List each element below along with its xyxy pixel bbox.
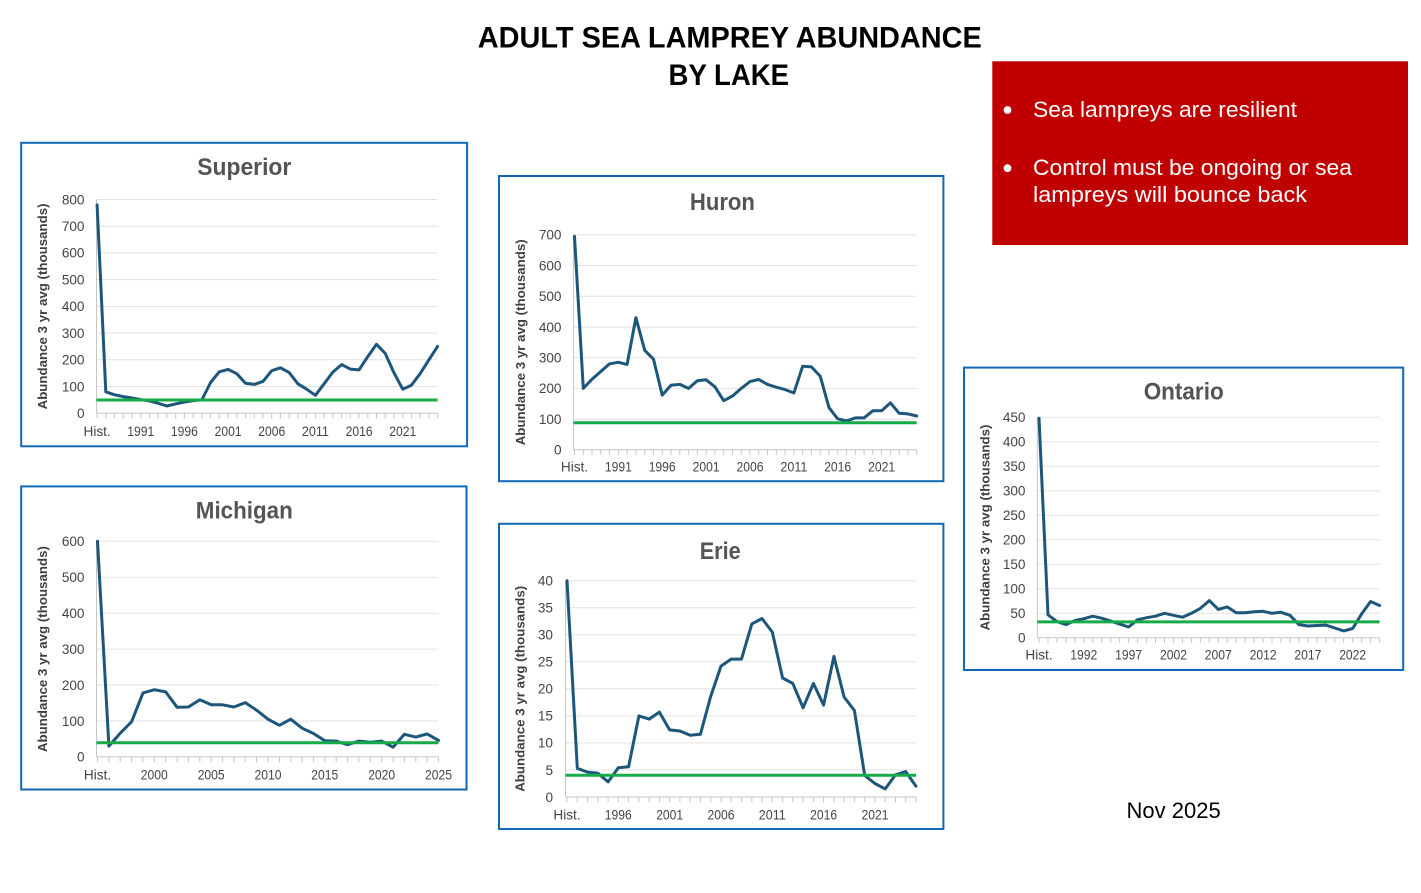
svg-text:ADULT SEA LAMPREY ABUNDANCE: ADULT SEA LAMPREY ABUNDANCE [478,21,982,54]
svg-text:1996: 1996 [649,459,676,474]
svg-text:350: 350 [1003,459,1026,474]
svg-text:100: 100 [62,379,85,394]
svg-text:2002: 2002 [1160,647,1187,662]
svg-text:35: 35 [538,601,553,616]
svg-text:Hist.: Hist. [553,807,580,822]
svg-text:2000: 2000 [141,768,168,783]
svg-text:Superior: Superior [197,154,291,181]
svg-text:100: 100 [539,412,562,427]
svg-text:Abundance 3 yr avg (thousands): Abundance 3 yr avg (thousands) [978,425,993,631]
svg-text:Nov 2025: Nov 2025 [1127,798,1221,823]
svg-text:2011: 2011 [759,807,786,822]
svg-text:2015: 2015 [311,768,338,783]
svg-text:2006: 2006 [708,807,735,822]
svg-text:200: 200 [62,353,85,368]
svg-text:600: 600 [62,534,85,549]
svg-text:700: 700 [539,228,562,243]
svg-text:0: 0 [77,406,85,421]
svg-text:Michigan: Michigan [196,498,293,525]
svg-text:300: 300 [539,351,562,366]
svg-text:300: 300 [1003,484,1026,499]
svg-text:Sea lampreys are resilient: Sea lampreys are resilient [1033,97,1297,122]
svg-text:500: 500 [62,272,85,287]
svg-text:Erie: Erie [700,538,741,565]
svg-text:Hist.: Hist. [84,768,111,783]
svg-text:2010: 2010 [255,768,282,783]
svg-text:0: 0 [554,443,562,458]
svg-text:40: 40 [538,574,554,589]
svg-text:1996: 1996 [171,424,198,439]
svg-text:0: 0 [77,750,85,765]
svg-text:150: 150 [1003,557,1026,572]
svg-text:Hist.: Hist. [1025,647,1052,662]
svg-text:200: 200 [62,678,85,693]
svg-text:500: 500 [539,289,562,304]
svg-text:800: 800 [62,192,85,207]
svg-text:2001: 2001 [656,807,683,822]
svg-text:400: 400 [539,320,562,335]
svg-text:2001: 2001 [693,459,720,474]
svg-text:300: 300 [62,642,85,657]
svg-text:600: 600 [539,258,562,273]
svg-text:1992: 1992 [1070,647,1097,662]
svg-text:2016: 2016 [346,424,373,439]
svg-text:400: 400 [62,299,85,314]
svg-text:0: 0 [545,790,553,805]
svg-text:Abundance 3 yr avg (thousands): Abundance 3 yr avg (thousands) [513,239,528,445]
svg-text:2025: 2025 [425,768,452,783]
svg-text:Abundance 3 yr avg (thousands): Abundance 3 yr avg (thousands) [35,546,50,752]
svg-text:1991: 1991 [605,459,632,474]
svg-text:2022: 2022 [1339,647,1366,662]
svg-text:100: 100 [1003,582,1026,597]
svg-text:100: 100 [62,714,85,729]
svg-text:Huron: Huron [690,189,755,216]
svg-text:25: 25 [538,655,553,670]
svg-text:0: 0 [1018,631,1026,646]
svg-text:200: 200 [1003,533,1026,548]
svg-text:lampreys will bounce back: lampreys will bounce back [1033,182,1308,207]
svg-text:1997: 1997 [1115,647,1142,662]
svg-text:Abundance 3 yr avg (thousands): Abundance 3 yr avg (thousands) [513,586,528,792]
svg-text:20: 20 [538,682,554,697]
svg-text:Control must be ongoing or sea: Control must be ongoing or sea [1033,155,1353,180]
svg-text:15: 15 [538,709,553,724]
svg-text:2005: 2005 [198,768,225,783]
svg-text:2016: 2016 [810,807,837,822]
svg-text:250: 250 [1003,508,1026,523]
svg-text:2021: 2021 [862,807,889,822]
svg-text:400: 400 [62,606,85,621]
svg-text:Ontario: Ontario [1144,379,1224,406]
svg-text:600: 600 [62,246,85,261]
svg-text:30: 30 [538,628,554,643]
svg-text:10: 10 [538,736,554,751]
svg-text:2017: 2017 [1294,647,1321,662]
svg-text:2020: 2020 [368,768,395,783]
svg-text:BY LAKE: BY LAKE [669,59,790,92]
svg-text:700: 700 [62,219,85,234]
svg-text:Abundance 3 yr avg (thousands): Abundance 3 yr avg (thousands) [35,203,50,409]
svg-text:2016: 2016 [824,459,851,474]
svg-text:450: 450 [1003,410,1026,425]
svg-text:1996: 1996 [605,807,632,822]
svg-text:2021: 2021 [868,459,895,474]
svg-text:Hist.: Hist. [561,459,588,474]
svg-text:2006: 2006 [258,424,285,439]
svg-text:1991: 1991 [127,424,154,439]
svg-text:50: 50 [1010,606,1026,621]
svg-text:200: 200 [539,381,562,396]
svg-text:500: 500 [62,570,85,585]
svg-text:2021: 2021 [389,424,416,439]
svg-text:Hist.: Hist. [84,424,111,439]
svg-text:400: 400 [1003,435,1026,450]
svg-text:5: 5 [545,763,553,778]
svg-text:2012: 2012 [1250,647,1277,662]
svg-text:2011: 2011 [302,424,329,439]
svg-text:2011: 2011 [780,459,807,474]
svg-text:2007: 2007 [1205,647,1232,662]
svg-text:2001: 2001 [215,424,242,439]
svg-text:2006: 2006 [737,459,764,474]
svg-text:300: 300 [62,326,85,341]
